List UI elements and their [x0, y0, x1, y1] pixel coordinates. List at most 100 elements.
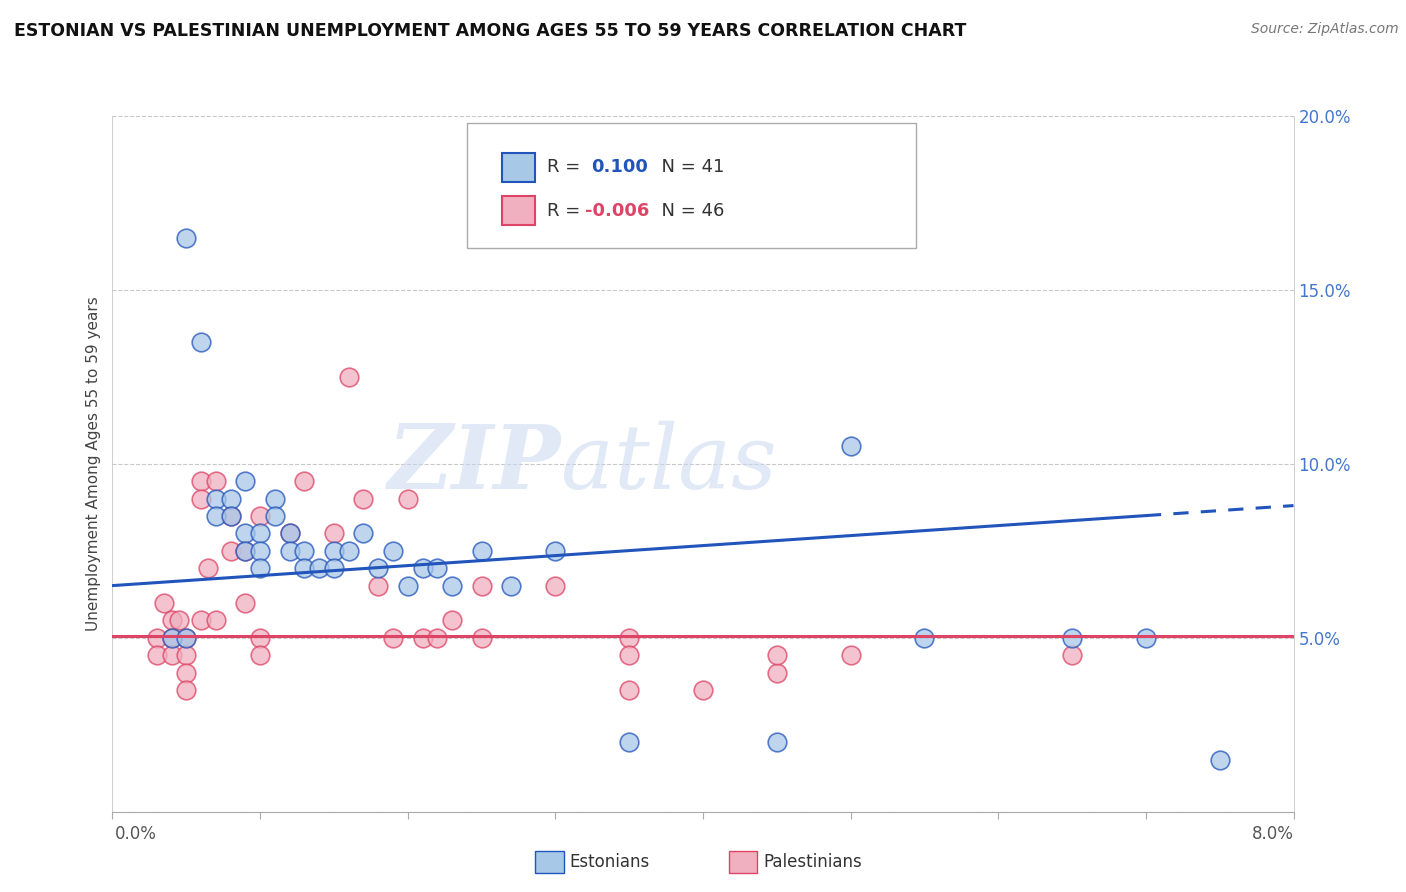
Point: [426, 561, 449, 575]
Point: [174, 631, 197, 645]
Point: [544, 543, 567, 558]
FancyBboxPatch shape: [728, 851, 758, 873]
Point: [205, 474, 228, 488]
Point: [205, 614, 228, 628]
Point: [219, 508, 242, 523]
Point: [367, 561, 389, 575]
Point: [205, 491, 228, 506]
Point: [160, 614, 183, 628]
Point: [323, 526, 346, 541]
Point: [426, 631, 449, 645]
Point: [470, 578, 494, 592]
Point: [146, 631, 169, 645]
Point: [190, 334, 212, 349]
Point: [292, 474, 315, 488]
Point: [278, 543, 301, 558]
Point: [1208, 753, 1232, 767]
Point: [174, 683, 197, 698]
Point: [412, 561, 434, 575]
Point: [619, 735, 641, 749]
Point: [233, 543, 256, 558]
FancyBboxPatch shape: [502, 153, 536, 182]
Point: [249, 631, 271, 645]
Point: [396, 491, 419, 506]
Point: [233, 596, 256, 610]
Point: [219, 491, 242, 506]
Point: [766, 735, 789, 749]
Point: [249, 526, 271, 541]
Point: [441, 614, 464, 628]
Point: [153, 596, 176, 610]
Point: [839, 439, 862, 453]
FancyBboxPatch shape: [502, 196, 536, 225]
Point: [766, 648, 789, 662]
Y-axis label: Unemployment Among Ages 55 to 59 years: Unemployment Among Ages 55 to 59 years: [86, 296, 101, 632]
Text: Source: ZipAtlas.com: Source: ZipAtlas.com: [1251, 22, 1399, 37]
Point: [249, 561, 271, 575]
Point: [470, 631, 494, 645]
Point: [292, 561, 315, 575]
Point: [233, 543, 256, 558]
Point: [323, 561, 346, 575]
Point: [174, 631, 197, 645]
Point: [249, 543, 271, 558]
Point: [337, 369, 360, 384]
Text: ESTONIAN VS PALESTINIAN UNEMPLOYMENT AMONG AGES 55 TO 59 YEARS CORRELATION CHART: ESTONIAN VS PALESTINIAN UNEMPLOYMENT AMO…: [14, 22, 966, 40]
FancyBboxPatch shape: [536, 851, 564, 873]
Point: [197, 561, 219, 575]
Point: [544, 578, 567, 592]
Text: N = 41: N = 41: [650, 159, 724, 177]
Point: [219, 508, 242, 523]
Point: [352, 491, 374, 506]
Point: [839, 648, 862, 662]
Point: [278, 526, 301, 541]
Point: [412, 631, 434, 645]
Point: [1135, 631, 1157, 645]
Point: [381, 543, 405, 558]
Text: 0.100: 0.100: [591, 159, 648, 177]
Point: [1062, 631, 1084, 645]
Text: N = 46: N = 46: [650, 202, 724, 219]
Point: [619, 683, 641, 698]
Point: [160, 648, 183, 662]
Point: [352, 526, 374, 541]
Point: [219, 543, 242, 558]
Point: [160, 631, 183, 645]
Point: [337, 543, 360, 558]
Text: Palestinians: Palestinians: [763, 853, 862, 871]
Text: -0.006: -0.006: [585, 202, 650, 219]
Point: [174, 648, 197, 662]
Text: Estonians: Estonians: [569, 853, 650, 871]
Point: [692, 683, 714, 698]
Text: 0.0%: 0.0%: [115, 825, 157, 843]
Text: ZIP: ZIP: [388, 421, 561, 507]
Point: [249, 508, 271, 523]
Point: [619, 631, 641, 645]
Point: [167, 614, 190, 628]
Point: [367, 578, 389, 592]
Point: [160, 631, 183, 645]
Point: [233, 474, 256, 488]
Point: [233, 526, 256, 541]
Point: [190, 491, 212, 506]
Point: [323, 543, 346, 558]
Point: [174, 665, 197, 680]
Point: [264, 508, 287, 523]
Point: [766, 665, 789, 680]
Point: [292, 543, 315, 558]
Text: R =: R =: [547, 159, 586, 177]
Point: [174, 230, 197, 244]
Point: [308, 561, 330, 575]
Point: [146, 648, 169, 662]
Point: [190, 474, 212, 488]
Point: [501, 578, 523, 592]
Point: [619, 648, 641, 662]
Text: R =: R =: [547, 202, 586, 219]
Point: [249, 648, 271, 662]
Point: [205, 508, 228, 523]
Point: [381, 631, 405, 645]
Point: [470, 543, 494, 558]
Point: [278, 526, 301, 541]
Text: 8.0%: 8.0%: [1251, 825, 1294, 843]
FancyBboxPatch shape: [467, 123, 915, 248]
